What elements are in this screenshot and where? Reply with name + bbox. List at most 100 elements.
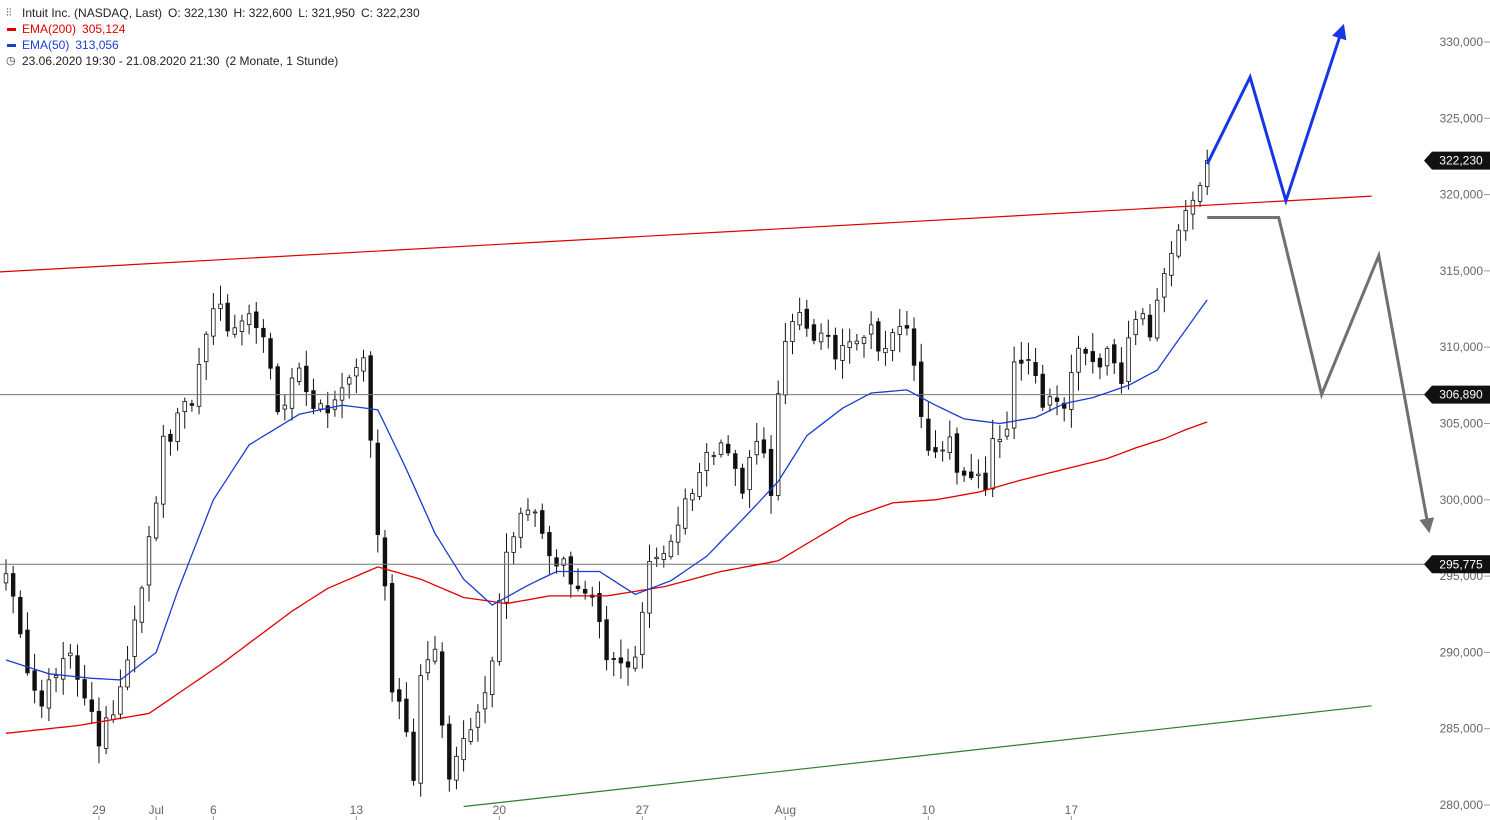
candle bbox=[783, 323, 788, 405]
clock-icon: ◷ bbox=[6, 55, 16, 67]
candle bbox=[132, 605, 137, 673]
candle bbox=[146, 525, 152, 602]
candle bbox=[1090, 333, 1095, 374]
candle bbox=[10, 565, 16, 614]
candle bbox=[933, 430, 938, 459]
candle-body-up bbox=[3, 573, 9, 584]
candle bbox=[82, 664, 87, 706]
ohlc-open: 322,130 bbox=[184, 6, 228, 20]
candle-body-up bbox=[1076, 347, 1081, 373]
candle-body-up bbox=[346, 377, 352, 385]
candle bbox=[1133, 310, 1138, 346]
candle-body-up bbox=[296, 367, 302, 382]
candle-body-down bbox=[368, 355, 373, 441]
candle-body-up bbox=[354, 367, 359, 377]
candle-body-up bbox=[418, 675, 423, 784]
candle bbox=[375, 429, 380, 553]
candle-body-up bbox=[704, 452, 709, 471]
candle-body-up bbox=[561, 558, 566, 566]
x-tick-label: 20 bbox=[493, 803, 507, 817]
candle bbox=[883, 330, 888, 366]
candle bbox=[189, 399, 195, 412]
candle-body-down bbox=[25, 629, 30, 674]
candle-body-up bbox=[61, 658, 66, 680]
candle bbox=[854, 333, 860, 351]
candle-body-up bbox=[1047, 396, 1053, 406]
candle-body-down bbox=[389, 583, 395, 693]
candle-body-up bbox=[318, 403, 323, 410]
candle-body-up bbox=[175, 412, 180, 442]
candle bbox=[339, 372, 345, 419]
ema200-value: 305,124 bbox=[82, 22, 126, 36]
ema200-swatch bbox=[7, 27, 16, 31]
candle-body-up bbox=[53, 675, 59, 678]
candle bbox=[969, 454, 974, 481]
candle bbox=[475, 704, 481, 742]
ema50-swatch bbox=[7, 43, 16, 47]
candle-body-up bbox=[1197, 185, 1203, 202]
chart-legend: ⫶⫶ Intuit Inc. (NASDAQ, Last) O: 322,130… bbox=[6, 5, 420, 69]
candle bbox=[790, 313, 795, 355]
candle-body-down bbox=[268, 338, 273, 369]
ema50-value: 313,056 bbox=[75, 38, 119, 52]
candle-body-up bbox=[897, 326, 902, 335]
candle-body-down bbox=[189, 403, 195, 406]
candle-body-up bbox=[668, 540, 674, 558]
candle-body-up bbox=[790, 321, 795, 342]
x-tick-label: 29 bbox=[92, 803, 106, 817]
candle-body-up bbox=[532, 511, 538, 514]
candle bbox=[447, 715, 452, 792]
candle-body-down bbox=[1019, 359, 1024, 364]
x-tick-label: 10 bbox=[922, 803, 936, 817]
candle bbox=[747, 450, 752, 509]
y-tick-label: 290,000 bbox=[1440, 645, 1484, 659]
candle bbox=[1069, 354, 1074, 428]
price-tag-box bbox=[1424, 151, 1490, 170]
candle-body-down bbox=[761, 439, 767, 454]
candle-body-up bbox=[1183, 210, 1188, 232]
candle bbox=[847, 328, 852, 364]
candle-body-down bbox=[311, 390, 316, 409]
candle-body-up bbox=[1176, 229, 1181, 257]
candle-body-down bbox=[261, 327, 266, 338]
ohlc-low: 321,950 bbox=[311, 6, 355, 20]
trendline bbox=[0, 195, 1372, 273]
candle bbox=[1019, 341, 1024, 381]
candle-body-up bbox=[747, 457, 752, 491]
candle bbox=[404, 682, 409, 737]
candle-body-up bbox=[153, 502, 159, 539]
candle bbox=[633, 645, 638, 672]
y-tick-label: 315,000 bbox=[1440, 264, 1484, 278]
candle bbox=[818, 323, 824, 350]
candle-body-down bbox=[10, 573, 16, 597]
candle bbox=[497, 593, 502, 666]
ohlc-high-label: H: bbox=[233, 6, 246, 20]
candle-body-up bbox=[182, 401, 187, 413]
candle bbox=[211, 293, 216, 345]
candle bbox=[575, 568, 581, 592]
candle-body-down bbox=[954, 433, 960, 473]
candle bbox=[1054, 385, 1060, 416]
line-overlays bbox=[0, 23, 1435, 808]
candle-body-down bbox=[39, 690, 44, 707]
candle bbox=[740, 463, 745, 499]
y-axis: 330,000 325,000 320,000 315,000 310,000 305,0… bbox=[1440, 35, 1490, 812]
candle bbox=[225, 294, 230, 337]
candle bbox=[454, 746, 459, 790]
candle bbox=[175, 407, 180, 451]
candle-body-down bbox=[611, 658, 616, 660]
candle bbox=[325, 391, 330, 428]
candle bbox=[168, 429, 173, 456]
candle bbox=[976, 459, 981, 489]
candle-body-up bbox=[289, 377, 295, 409]
candle bbox=[1126, 320, 1131, 390]
candle bbox=[368, 351, 373, 458]
candle bbox=[811, 318, 817, 345]
candle bbox=[203, 331, 209, 380]
candle bbox=[525, 498, 531, 521]
candle-body-up bbox=[1190, 199, 1196, 215]
y-tick-label: 310,000 bbox=[1440, 340, 1484, 354]
candle-body-down bbox=[926, 418, 931, 451]
candle-body-up bbox=[504, 551, 509, 603]
